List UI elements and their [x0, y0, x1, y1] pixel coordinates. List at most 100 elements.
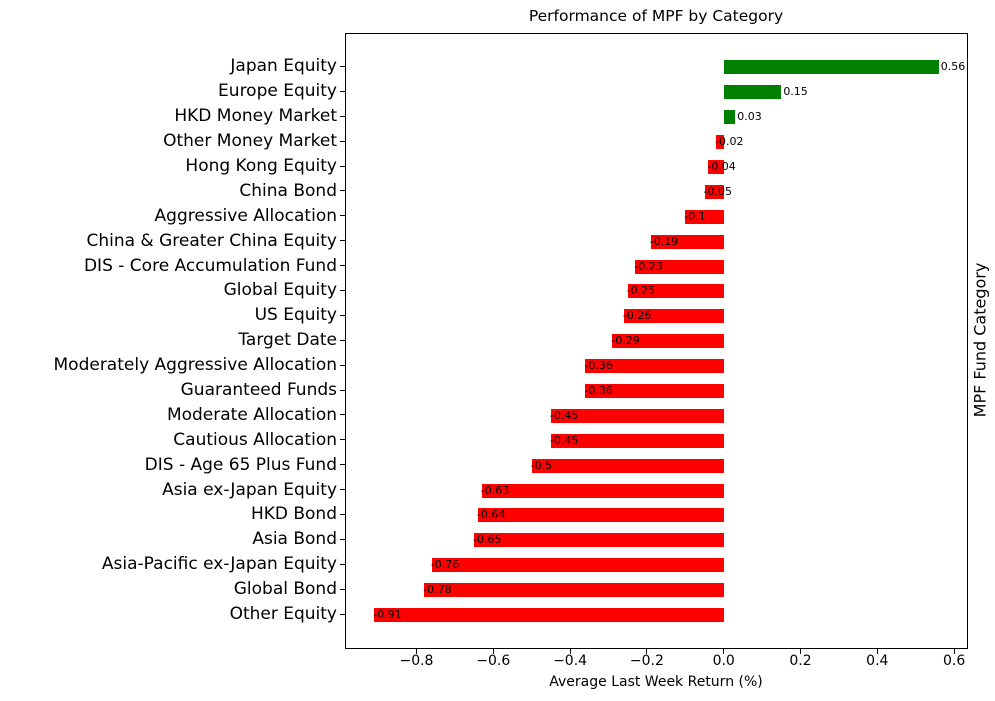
bar-value-label: -0.05: [703, 184, 732, 198]
y-tick-mark: [340, 140, 345, 142]
bar-value-label: -0.78: [423, 583, 452, 597]
bar: [474, 533, 724, 548]
category-label: HKD Money Market: [174, 106, 337, 127]
bar: [627, 284, 724, 299]
bar-value-label: 0.56: [940, 60, 966, 74]
category-label: China & Greater China Equity: [86, 230, 337, 251]
x-tick-label: 0.4: [866, 653, 889, 669]
category-label: Moderate Allocation: [166, 404, 337, 425]
x-tick-mark: [492, 649, 494, 654]
y-tick-mark: [340, 489, 345, 491]
bar: [585, 359, 724, 374]
y-tick-mark: [340, 464, 345, 466]
x-tick-mark: [646, 649, 648, 654]
x-tick-mark: [953, 649, 955, 654]
bar-value-label: -0.36: [584, 359, 613, 373]
bar: [550, 433, 724, 448]
y-tick-mark: [340, 364, 345, 366]
x-tick-label: 0.0: [712, 653, 735, 669]
category-label: Moderately Aggressive Allocation: [53, 355, 338, 376]
y-tick-mark: [340, 90, 345, 92]
category-label: DIS - Core Accumulation Fund: [83, 255, 337, 276]
bar-value-label: 0.03: [737, 110, 762, 124]
bar-value-label: -0.5: [530, 458, 553, 472]
plot-area: 0.56 0.15 0.03 -0.02 -0.04 -0.05 -0.1 -0.19 -0.2…: [345, 33, 968, 649]
x-tick-label: −0.4: [553, 653, 588, 669]
bar-value-label: -0.25: [626, 284, 656, 298]
bar: [481, 483, 724, 498]
bar: [424, 583, 724, 598]
y-tick-mark: [340, 339, 345, 341]
y-tick-mark: [340, 613, 345, 615]
category-label: China Bond: [239, 180, 337, 201]
bar: [550, 408, 724, 423]
category-label: Hong Kong Equity: [185, 156, 337, 176]
category-label: Japan Equity: [230, 56, 337, 77]
bar: [431, 558, 724, 573]
x-axis-label: Average Last Week Return (%): [549, 674, 763, 690]
category-label: Other Equity: [229, 604, 337, 625]
x-tick-label: −0.6: [476, 653, 511, 669]
y-tick-mark: [340, 414, 345, 416]
bar-value-label: -0.64: [476, 508, 506, 522]
bar-value-label: -0.1: [684, 209, 706, 223]
x-tick-mark: [569, 649, 571, 654]
y-tick-mark: [340, 314, 345, 316]
bar-value-label: -0.02: [715, 135, 744, 149]
bar-value-label: -0.91: [373, 608, 402, 622]
category-label: Guaranteed Funds: [180, 380, 337, 401]
bar: [723, 60, 939, 75]
chart-title: Performance of MPF by Category: [528, 7, 784, 25]
bar-value-label: -0.45: [549, 433, 579, 447]
category-label: Cautious Allocation: [173, 429, 337, 450]
y-tick-mark: [340, 265, 345, 267]
bar-value-label: -0.76: [430, 558, 460, 572]
y-tick-mark: [340, 190, 345, 192]
bar: [531, 458, 724, 473]
category-label: Europe Equity: [218, 81, 337, 102]
bar: [374, 608, 724, 623]
bar: [716, 135, 724, 150]
bar: [635, 259, 724, 274]
bar-value-label: -0.19: [649, 234, 679, 248]
category-label: Target Date: [238, 330, 337, 351]
bar: [477, 508, 724, 523]
category-label: Asia Bond: [252, 529, 337, 550]
x-tick-label: −0.2: [629, 653, 664, 669]
x-tick-label: 0.2: [789, 653, 812, 669]
bar: [585, 384, 724, 399]
y-tick-mark: [340, 115, 345, 117]
bar-value-label: -0.65: [473, 533, 502, 547]
bar: [723, 85, 782, 100]
y-tick-mark: [340, 588, 345, 590]
y-axis-label-right: MPF Fund Category: [970, 262, 990, 418]
category-label: US Equity: [254, 305, 337, 326]
y-tick-mark: [340, 215, 345, 217]
bar: [612, 334, 724, 349]
bar-value-label: -0.45: [549, 408, 579, 422]
bar-value-label: -0.29: [611, 334, 640, 348]
category-label: DIS - Age 65 Plus Fund: [144, 454, 337, 475]
y-tick-mark: [340, 513, 345, 515]
category-label: Global Equity: [223, 280, 337, 301]
bar: [623, 309, 724, 324]
category-label: Global Bond: [233, 579, 337, 600]
y-tick-mark: [340, 389, 345, 391]
bar: [685, 209, 724, 224]
x-tick-mark: [415, 649, 417, 654]
bar-value-label: -0.63: [480, 483, 510, 497]
x-tick-mark: [876, 649, 878, 654]
bar-value-label: -0.26: [622, 309, 652, 323]
bar-value-label: -0.36: [584, 384, 613, 398]
y-tick-mark: [340, 289, 345, 291]
y-tick-mark: [340, 538, 345, 540]
category-label: HKD Bond: [250, 504, 337, 525]
y-tick-mark: [340, 439, 345, 441]
bar: [708, 160, 724, 174]
category-label: Asia ex-Japan Equity: [162, 479, 337, 500]
x-tick-label: 0.6: [942, 653, 966, 669]
y-tick-mark: [340, 240, 345, 242]
bar-value-label: 0.15: [783, 85, 808, 99]
x-tick-mark: [723, 649, 725, 654]
